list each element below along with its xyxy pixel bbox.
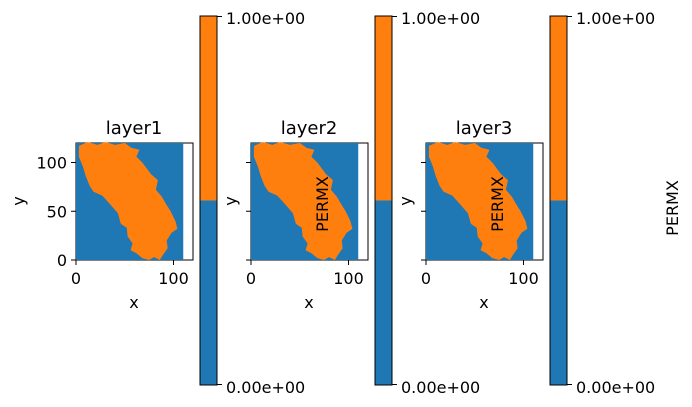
colorbar-max-label: 1.00e+00 [576, 9, 655, 28]
ticks: 0 100 0 50 100 [36, 154, 188, 289]
colorbar-label: PERMX [488, 176, 507, 232]
data-layer [251, 142, 359, 260]
colorbar-segment-low [200, 200, 217, 385]
x-axis-label: x [129, 293, 138, 312]
x-tick-label: 100 [508, 269, 539, 288]
x-tick-label: 0 [71, 269, 81, 288]
panel-layer3: layer3 0 100 x y PERMX 1.00e+00 0.00e+00 … [396, 9, 682, 397]
y-axis-label: y [221, 196, 240, 205]
plot-area: 0 100 [421, 142, 544, 288]
panel-title: layer3 [456, 118, 513, 139]
colorbar-segment-low [550, 200, 567, 385]
colorbar-max-label: 1.00e+00 [401, 9, 480, 28]
panel-title: layer2 [281, 118, 338, 139]
colorbar-frame [549, 15, 568, 386]
x-axis-label: x [304, 293, 313, 312]
y-tick-label: 50 [47, 202, 67, 221]
colorbar-segment-low [375, 200, 392, 385]
x-tick-label: 0 [421, 269, 431, 288]
high-value-region [253, 142, 353, 260]
ticks: 0 100 [246, 162, 364, 288]
high-value-region [428, 142, 528, 260]
colorbar-label: PERMX [663, 180, 682, 236]
colorbar-min-label: 0.00e+00 [226, 378, 305, 397]
plot-area: 0 100 0 50 100 [36, 142, 194, 289]
panel-layer2: layer2 0 100 x y PERMX 1.00e+00 0.00e+00 [221, 9, 480, 397]
colorbar-frame [199, 15, 218, 386]
colorbar-min-label: 0.00e+00 [401, 378, 480, 397]
colorbar-max-label: 1.00e+00 [226, 9, 305, 28]
x-axis-label: x [479, 293, 488, 312]
colorbar-min-label: 0.00e+00 [576, 378, 655, 397]
data-layer [76, 142, 184, 260]
y-tick-label: 0 [57, 251, 67, 270]
x-tick-label: 100 [333, 269, 364, 288]
colorbar-segment-high [200, 16, 217, 201]
y-axis-label: y [396, 196, 415, 205]
ticks: 0 100 [421, 162, 539, 288]
high-value-region [78, 142, 178, 260]
x-tick-label: 0 [246, 269, 256, 288]
colorbar-label: PERMX [313, 176, 332, 232]
colorbar-frame [374, 15, 393, 386]
panel-layer1: layer1 0 100 0 50 100 x y 1.00e+00 0.00e+00 [9, 9, 305, 397]
colorbar-segment-high [550, 16, 567, 201]
colorbar: 1.00e+00 0.00e+00 [374, 9, 480, 397]
plot-area: 0 100 [246, 142, 369, 288]
y-axis-label: y [9, 196, 28, 205]
data-layer [426, 142, 534, 260]
colorbar-segment-high [375, 16, 392, 201]
y-tick-label: 100 [36, 154, 67, 173]
panel-title: layer1 [106, 118, 163, 139]
colorbar: 1.00e+00 0.00e+00 [549, 9, 655, 397]
x-tick-label: 100 [158, 269, 189, 288]
colorbar: 1.00e+00 0.00e+00 [199, 9, 305, 397]
